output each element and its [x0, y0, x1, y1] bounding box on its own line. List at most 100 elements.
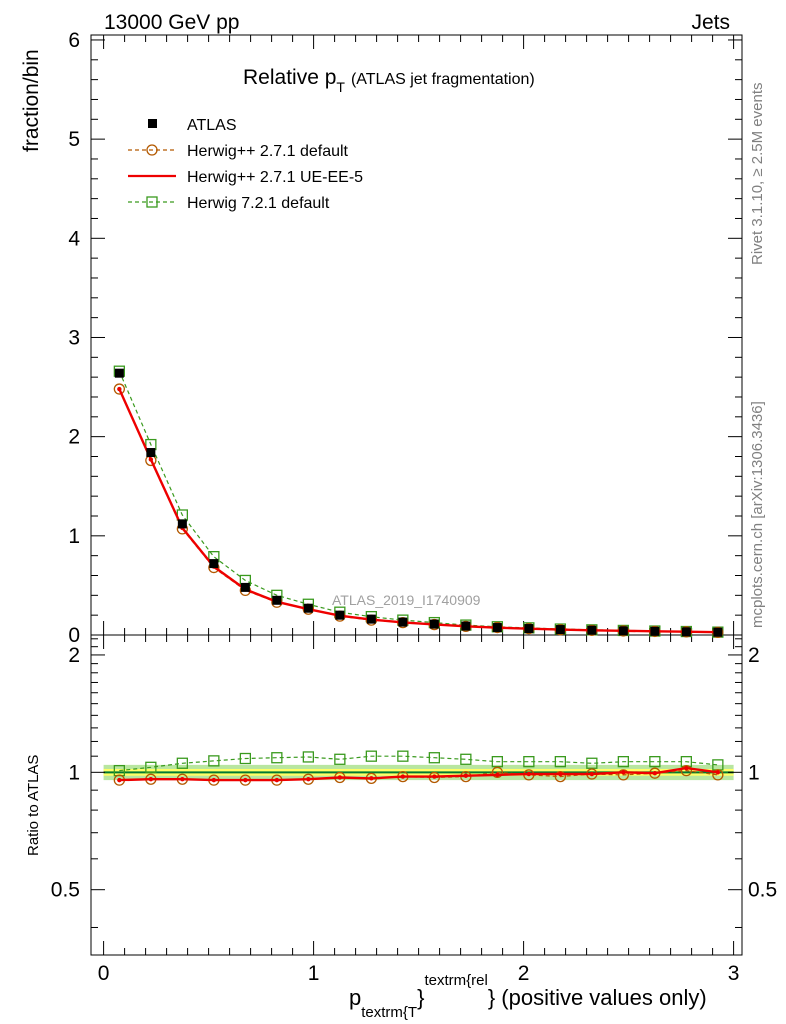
main-point-herwig-2-7-1-ue-ee-5	[117, 386, 122, 392]
x-tick-label: 2	[518, 962, 530, 985]
main-point-atlas	[713, 627, 723, 637]
ratio-point-herwig-7-2-1-default	[334, 753, 346, 765]
ratio-y-tick-label-left: 0.5	[51, 879, 80, 902]
ratio-y-tick-label-right: 1	[748, 761, 760, 784]
ratio-axes: 0 1 2 3 0.5 0.5 1 1 2 2	[51, 635, 777, 985]
x-tick-label: 1	[308, 962, 320, 985]
legend-label-herwigpp-ueee5: Herwig++ 2.7.1 UE-EE-5	[187, 169, 363, 186]
chart-title: Relative pT (ATLAS jet fragmentation)	[243, 66, 535, 95]
ratio-point-herwig-7-2-1-default	[523, 756, 535, 768]
ratio-point-herwig-2-7-1-ue-ee-5	[243, 777, 248, 783]
main-point-atlas	[681, 627, 691, 637]
ratio-point-herwig-2-7-1-ue-ee-5	[621, 770, 626, 775]
legend-marker-herwigpp-default	[146, 144, 158, 156]
y-tick-label: 5	[68, 128, 80, 151]
main-point-atlas	[209, 559, 219, 569]
x-axis-label-superscript: textrm{rel	[424, 972, 487, 989]
main-point-atlas	[492, 623, 502, 633]
ratio-point-herwig-2-7-1-default	[617, 769, 629, 781]
main-point-atlas	[366, 614, 376, 624]
ratio-point-herwig-7-2-1-default	[428, 752, 441, 764]
ratio-point-herwig-2-7-1-ue-ee-5	[589, 771, 595, 777]
x-axis-label-subscript: textrm{T	[361, 1004, 417, 1021]
y-tick-label: 1	[68, 525, 80, 548]
main-point-atlas	[555, 625, 565, 635]
y-tick-label: 2	[68, 426, 80, 449]
ratio-point-herwig-2-7-1-default	[712, 769, 724, 781]
ratio-point-herwig-7-2-1-default	[302, 751, 315, 763]
legend-marker-atlas	[148, 119, 157, 128]
ratio-point-herwig-2-7-1-ue-ee-5	[180, 777, 185, 782]
x-tick-label: 3	[728, 962, 740, 985]
ratio-point-herwig-7-2-1-default	[586, 757, 598, 769]
x-tick-label: 0	[98, 962, 110, 985]
ratio-y-tick-label-right: 0.5	[748, 879, 777, 902]
ratio-point-herwig-7-2-1-default	[145, 761, 157, 773]
main-point-herwig-2-7-1-default	[113, 383, 125, 395]
ratio-y-axis-label: Ratio to ATLAS	[25, 755, 42, 856]
ratio-point-herwig-2-7-1-ue-ee-5	[495, 772, 500, 778]
header-left: 13000 GeV pp	[104, 11, 239, 34]
ratio-point-herwig-7-2-1-default	[239, 752, 252, 765]
ratio-point-herwig-2-7-1-ue-ee-5	[369, 776, 374, 781]
x-axis-label: ptextrm{T}textrm{rel} (positive values o…	[349, 972, 707, 1021]
legend: ATLAS Herwig++ 2.7.1 default Herwig++ 2.…	[128, 117, 363, 212]
legend-label-herwig7-default: Herwig 7.2.1 default	[187, 195, 330, 212]
ratio-point-herwig-2-7-1-ue-ee-5	[652, 770, 658, 776]
ratio-point-herwig-2-7-1-ue-ee-5	[337, 775, 343, 780]
ratio-point-herwig-2-7-1-ue-ee-5	[463, 773, 469, 778]
ratio-point-herwig-2-7-1-default	[554, 770, 566, 783]
x-axis-label-p: p	[349, 985, 361, 1010]
legend-label-herwigpp-default: Herwig++ 2.7.1 default	[187, 143, 349, 160]
main-point-atlas	[429, 619, 439, 629]
ratio-point-herwig-2-7-1-ue-ee-5	[558, 771, 563, 777]
ratio-point-herwig-7-2-1-default	[460, 753, 472, 765]
x-axis-label-rest: } (positive values only)	[488, 985, 707, 1010]
ratio-point-herwig-7-2-1-default	[554, 756, 566, 768]
header-right: Jets	[691, 11, 730, 34]
chart-title-subscript: T	[336, 79, 345, 95]
ratio-point-herwig-2-7-1-ue-ee-5	[117, 777, 122, 783]
main-series-group	[113, 365, 724, 638]
main-point-atlas	[398, 617, 408, 627]
y-tick-label: 6	[68, 29, 80, 52]
main-point-atlas	[114, 368, 124, 378]
chart-title-note: (ATLAS jet fragmentation)	[351, 71, 535, 88]
ratio-point-herwig-2-7-1-ue-ee-5	[432, 774, 437, 779]
y-tick-label: 3	[68, 326, 80, 349]
ratio-point-herwig-2-7-1-ue-ee-5	[306, 777, 311, 782]
ratio-point-herwig-7-2-1-default	[649, 756, 661, 768]
main-point-atlas	[524, 624, 534, 634]
ratio-point-herwig-7-2-1-default	[365, 750, 378, 762]
ratio-point-herwig-2-7-1-ue-ee-5	[684, 765, 689, 771]
main-point-atlas	[240, 582, 250, 592]
ratio-point-herwig-2-7-1-ue-ee-5	[148, 777, 154, 782]
chart-title-main: Relative p	[243, 66, 336, 89]
main-line-herwig-2-7-1-ue-ee-5	[118, 388, 718, 634]
ratio-point-herwig-2-7-1-ue-ee-5	[274, 777, 280, 783]
ratio-point-herwig-2-7-1-ue-ee-5	[715, 770, 721, 775]
legend-marker-herwig7-default	[146, 196, 158, 208]
ratio-line-herwig-2-7-1-ue-ee-5	[119, 766, 718, 782]
main-point-atlas	[272, 595, 282, 605]
ratio-point-herwig-7-2-1-default	[491, 756, 504, 768]
mcplots-citation-label: mcplots.cern.ch [arXiv:1306.3436]	[749, 401, 766, 628]
legend-label-atlas: ATLAS	[187, 117, 237, 134]
main-point-herwig-2-7-1-ue-ee-5	[148, 457, 154, 462]
ratio-point-herwig-7-2-1-default	[176, 757, 189, 769]
ratio-y-tick-label-left: 1	[68, 761, 80, 784]
ratio-point-herwig-7-2-1-default	[617, 756, 629, 768]
main-point-atlas	[177, 519, 187, 529]
ratio-series-group	[113, 750, 724, 786]
main-point-atlas	[650, 626, 660, 636]
main-axes: 0 1 2 3 4 5 6	[68, 29, 742, 647]
y-tick-label: 0	[68, 624, 80, 647]
main-line-herwig-7-2-1-default	[118, 370, 718, 633]
ratio-plot-frame	[90, 634, 743, 956]
ratio-point-herwig-2-7-1-ue-ee-5	[400, 774, 406, 779]
y-axis-label: fraction/bin	[20, 49, 43, 152]
y-tick-label: 4	[68, 227, 80, 250]
ratio-y-tick-label-right: 2	[748, 644, 760, 667]
main-point-atlas	[335, 610, 345, 620]
